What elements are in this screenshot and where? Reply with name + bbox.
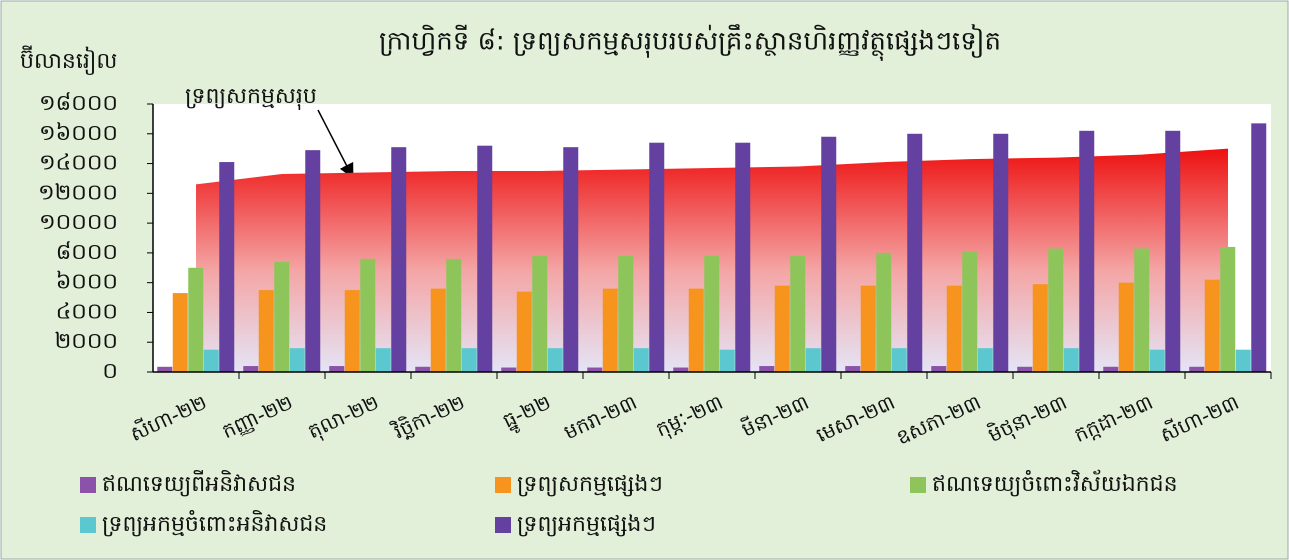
bar — [157, 366, 173, 372]
bar — [759, 366, 775, 372]
legend-swatch — [80, 517, 96, 533]
bar — [1134, 248, 1150, 372]
bar — [876, 252, 892, 372]
bar — [805, 348, 821, 372]
bar — [649, 142, 665, 372]
bar — [203, 349, 219, 372]
y-tick-label: ២០០០ — [55, 329, 118, 354]
bar — [993, 133, 1009, 372]
bar — [532, 255, 548, 372]
bar — [461, 348, 477, 372]
legend-swatch — [495, 477, 511, 493]
bar — [547, 348, 563, 372]
y-tick-label: ១០០០០ — [39, 210, 118, 235]
bar — [360, 258, 376, 372]
bar — [1048, 248, 1064, 372]
y-tick-label: ៤០០០ — [56, 299, 118, 324]
legend-label: ទ្រព្យសកម្មផ្សេងៗ — [517, 472, 663, 497]
bar — [329, 366, 345, 372]
bar — [344, 290, 360, 372]
bar — [907, 133, 923, 372]
bar — [587, 367, 603, 372]
bar — [602, 288, 618, 372]
bar — [821, 136, 837, 372]
bar — [1251, 123, 1267, 372]
bar — [1189, 366, 1205, 372]
bar — [1235, 349, 1251, 372]
bar — [1149, 349, 1165, 372]
bar — [305, 150, 321, 372]
bar — [415, 366, 431, 372]
y-tick-label: ៦០០០ — [56, 270, 118, 295]
bar — [516, 291, 532, 372]
annotation: ទ្រព្យសកម្មសរុប — [185, 84, 317, 110]
bar — [891, 348, 907, 372]
legend-label: ឥណទេយ្យពីអនិវាសជន — [102, 470, 296, 497]
bar — [501, 367, 517, 372]
bar — [931, 366, 947, 372]
bar — [219, 162, 235, 372]
y-tick-label: ១៨០០០ — [39, 91, 118, 116]
bar — [258, 290, 274, 372]
bar — [446, 258, 462, 372]
bar — [688, 288, 704, 372]
bar — [1063, 348, 1079, 372]
bar — [188, 267, 204, 372]
bar — [1204, 279, 1220, 372]
bar — [618, 255, 634, 372]
bar — [719, 349, 735, 372]
chart-title: ក្រាហ្វិកទី ៨: ទ្រព្យសកម្មសរុបរបស់គ្រឹះស… — [379, 24, 1001, 62]
y-tick-label: ០ — [102, 359, 118, 384]
bar — [1220, 246, 1236, 372]
bar — [860, 285, 876, 372]
bar — [1165, 130, 1181, 372]
bar — [790, 255, 806, 372]
bar — [977, 348, 993, 372]
legend-swatch — [80, 477, 96, 493]
y-tick-label: ៨០០០ — [56, 240, 118, 265]
bar — [274, 261, 290, 372]
bar — [563, 147, 579, 372]
bar — [1118, 282, 1134, 372]
legend-label: ទ្រព្យអកម្មផ្សេងៗ — [517, 512, 656, 537]
bar — [633, 348, 649, 372]
legend-label: ឥណទេយ្យចំពោះវិស័យឯកជន — [932, 469, 1178, 497]
bar — [391, 147, 407, 372]
bar — [962, 251, 978, 372]
bar — [1017, 366, 1033, 372]
bar — [946, 285, 962, 372]
bar — [845, 366, 861, 372]
bar — [289, 348, 305, 372]
bar — [1032, 284, 1048, 372]
y-axis-label: ប៊ីលានរៀល — [20, 45, 117, 75]
bar — [774, 285, 790, 372]
bar — [477, 145, 493, 372]
bar — [673, 367, 689, 372]
bar — [430, 288, 446, 372]
bar — [1103, 366, 1119, 372]
bar — [1079, 130, 1095, 372]
bar — [375, 348, 391, 372]
bar — [735, 142, 751, 372]
y-tick-label: ១៤០០០ — [39, 151, 118, 176]
legend-swatch — [910, 477, 926, 493]
y-tick-label: ១៦០០០ — [39, 121, 118, 146]
legend-label: ទ្រព្យអកម្មចំពោះអនិវាសជន — [102, 510, 327, 537]
annotation-arrow — [317, 109, 354, 179]
y-tick-label: ១២០០០ — [38, 180, 118, 205]
bar — [243, 366, 259, 372]
bar — [172, 293, 188, 372]
bar — [704, 255, 720, 372]
legend-swatch — [495, 517, 511, 533]
